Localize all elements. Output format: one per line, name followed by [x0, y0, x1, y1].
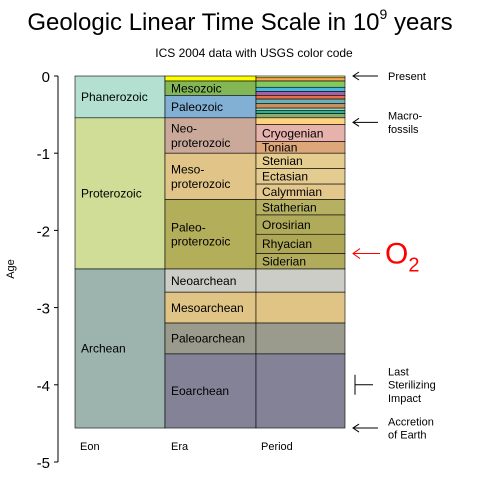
column-label-era: Era	[171, 441, 189, 453]
era-label-neo-proterozoic: Neo-proterozoic	[171, 122, 230, 150]
oxygen-arrowhead	[352, 248, 361, 259]
era-label-paleoarchean: Paleoarchean	[171, 332, 245, 346]
period-label-cryogenian: Cryogenian	[262, 126, 323, 140]
eon-label-archean: Archean	[81, 342, 126, 356]
era-label-mesoarchean: Mesoarchean	[171, 301, 244, 315]
annotation-label-last-sterilizing-impact: Last Sterilizing Impact	[388, 366, 436, 404]
eon-block-phanerozoic	[74, 75, 166, 119]
oxygen-label: O2	[385, 238, 419, 277]
period-block-unit-7	[255, 103, 346, 109]
chart-title: Geologic Linear Time Scale in 109 years	[27, 6, 453, 36]
eon-label-phanerozoic: Phanerozoic	[81, 90, 148, 104]
period-block-unit-22	[255, 291, 346, 324]
period-label-stenian: Stenian	[262, 154, 303, 168]
era-label-paleozoic: Paleozoic	[171, 100, 223, 114]
period-block-unit-10	[255, 113, 346, 119]
y-axis-label: Age	[5, 259, 17, 279]
period-label-statherian: Statherian	[262, 200, 317, 214]
y-tick-label: -5	[37, 455, 50, 472]
era-label-eoarchean: Eoarchean	[171, 384, 229, 398]
period-label-tonian: Tonian	[262, 141, 297, 155]
period-block-unit-4	[255, 91, 346, 96]
period-block-unit-11	[255, 117, 346, 125]
y-tick-label: 0	[42, 69, 50, 86]
chart-subtitle: ICS 2004 data with USGS color code	[155, 46, 353, 60]
annotation-arrowhead-present	[352, 71, 360, 81]
era-label-neoarchean: Neoarchean	[171, 274, 236, 288]
era-block-unit-0	[164, 75, 257, 82]
era-block-mesoarchean	[164, 291, 257, 324]
period-block-unit-5	[255, 95, 346, 100]
period-block-unit-3	[255, 86, 346, 92]
annotation-arrowhead-macro-fossils	[352, 117, 360, 127]
y-tick-label: -1	[37, 146, 50, 163]
era-block-paleoarchean	[164, 322, 257, 355]
period-block-unit-21	[255, 268, 346, 293]
annotation-label-macro-fossils: Macro-fossils	[388, 111, 423, 136]
y-tick-label: -2	[37, 223, 50, 240]
period-block-unit-6	[255, 98, 346, 105]
annotation-arrowhead-accretion-of-earth	[352, 423, 360, 433]
era-block-paleo-proterozoic	[164, 199, 257, 270]
eon-block-proterozoic	[74, 117, 166, 270]
period-block-unit-1	[255, 77, 346, 82]
period-block-unit-2	[255, 80, 346, 88]
period-label-ectasian: Ectasian	[262, 170, 308, 184]
period-label-orosirian: Orosirian	[262, 218, 311, 232]
era-label-mesozoic: Mesozoic	[171, 81, 222, 95]
annotation-label-present: Present	[388, 71, 426, 83]
era-label-meso-proterozoic: Meso-proterozoic	[171, 162, 230, 190]
y-tick-label: -3	[37, 301, 50, 318]
period-label-calymmian: Calymmian	[262, 185, 322, 199]
y-tick-label: -4	[37, 378, 50, 395]
period-block-unit-8	[255, 107, 346, 111]
column-label-eon: Eon	[80, 441, 100, 453]
period-block-unit-23	[255, 322, 346, 355]
column-label-period: Period	[261, 441, 293, 453]
period-label-rhyacian: Rhyacian	[262, 237, 312, 251]
period-block-unit-24	[255, 353, 346, 429]
period-block-unit-9	[255, 109, 346, 114]
eon-block-archean	[74, 268, 166, 429]
era-block-eoarchean	[164, 353, 257, 429]
annotation-label-accretion-of-earth: Accretion of Earth	[388, 416, 434, 441]
eon-label-proterozoic: Proterozoic	[81, 187, 142, 201]
period-label-siderian: Siderian	[262, 254, 306, 268]
era-label-paleo-proterozoic: Paleo-proterozoic	[171, 220, 230, 248]
